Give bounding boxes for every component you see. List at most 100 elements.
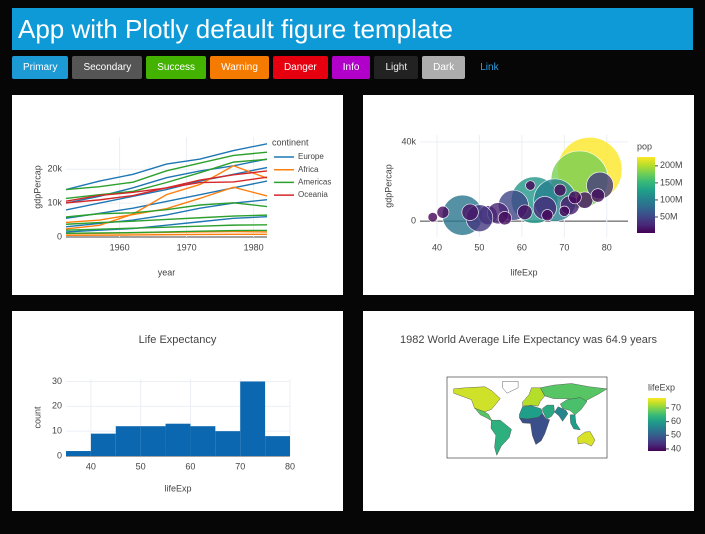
region — [577, 431, 596, 447]
bubble — [497, 211, 512, 226]
bubble — [517, 204, 533, 220]
bar — [66, 451, 91, 456]
link[interactable]: Link — [480, 62, 499, 73]
legend-label: Europe — [298, 152, 324, 161]
chart-panel: 0 10k 20k 1960 1970 1980 year gdpPercap Europe Af… — [12, 95, 343, 295]
button[interactable]: Success — [146, 56, 207, 79]
y-tick-label: 10 — [52, 426, 62, 436]
y-tick-label: 10k — [47, 197, 62, 207]
x-axis-title: lifeExp — [164, 483, 191, 493]
button[interactable]: Dark — [422, 56, 466, 79]
region — [519, 413, 550, 445]
button[interactable]: Info — [331, 56, 371, 79]
colorbar — [637, 157, 655, 233]
x-tick-label: 50 — [136, 461, 146, 471]
region — [554, 406, 569, 422]
x-tick-label: 80 — [285, 461, 295, 471]
line — [65, 158, 268, 200]
bar — [165, 423, 191, 456]
bar — [215, 431, 241, 456]
colorbar-tick-label: 200M — [660, 160, 683, 170]
y-axis-title: count — [32, 406, 42, 429]
bubble — [525, 180, 536, 191]
legend-label: Americas — [298, 178, 331, 187]
button[interactable]: Light — [374, 56, 419, 79]
chart-title: Life Expectancy — [139, 334, 217, 346]
colorbar-tick-label: 70 — [671, 402, 681, 412]
line — [65, 224, 268, 231]
legend-label: Africa — [298, 165, 319, 174]
y-axis-title: gdpPercap — [32, 165, 42, 209]
x-tick-label: 1970 — [177, 242, 197, 252]
chart-panel: Life Expectancy 0 10 20 30 40 50 60 70 80 lifeExp c… — [12, 311, 343, 511]
region — [542, 404, 555, 420]
bubble — [553, 183, 567, 197]
bar — [190, 426, 216, 456]
line — [65, 214, 268, 225]
bar — [90, 433, 116, 456]
legend-label: Oceania — [298, 190, 328, 199]
y-tick-label: 40k — [401, 136, 416, 146]
map-land — [502, 381, 519, 394]
chart-panel: 1982 World Average Life Expectancy was 6… — [363, 311, 694, 511]
bubble — [568, 190, 582, 205]
header-title: App with Plotly default figure template — [12, 8, 693, 50]
chart-panel: 0 40k 40 50 60 70 80 lifeExp gdpPercap pop 50M 100M… — [363, 95, 694, 295]
colorbar-title: lifeExp — [648, 382, 675, 392]
x-tick-label: 60 — [185, 461, 195, 471]
colorbar-title: pop — [637, 141, 652, 151]
button[interactable]: Warning — [210, 56, 269, 79]
bubble — [541, 209, 554, 222]
y-tick-label: 0 — [57, 450, 62, 460]
bubble — [590, 188, 605, 203]
x-axis-title: year — [158, 267, 176, 277]
button[interactable]: Secondary — [72, 56, 143, 79]
region — [560, 397, 588, 416]
line — [65, 229, 268, 234]
region — [453, 386, 501, 413]
button[interactable]: Primary — [12, 56, 69, 79]
bubble — [461, 203, 479, 221]
panel-background — [12, 311, 343, 511]
bar — [140, 426, 166, 456]
x-tick-label: 70 — [235, 461, 245, 471]
colorbar-tick-label: 100M — [660, 194, 683, 204]
x-tick-label: 1960 — [110, 242, 130, 252]
y-tick-label: 30 — [52, 376, 62, 386]
bar — [265, 436, 290, 456]
x-tick-label: 40 — [86, 461, 96, 471]
colorbar-tick-label: 150M — [660, 177, 683, 187]
bubble — [558, 205, 570, 217]
bubble — [436, 205, 450, 219]
x-tick-label: 40 — [432, 242, 442, 252]
line — [65, 143, 268, 191]
y-tick-label: 20 — [52, 401, 62, 411]
y-axis-title: gdpPercap — [383, 164, 393, 208]
colorbar-tick-label: 60 — [671, 416, 681, 426]
bar — [115, 426, 141, 456]
line — [65, 215, 268, 233]
bar — [240, 381, 266, 456]
line — [65, 233, 268, 237]
line — [65, 186, 268, 224]
line — [65, 202, 268, 218]
x-axis-title: lifeExp — [510, 267, 537, 277]
y-tick-label: 0 — [57, 231, 62, 241]
region — [540, 383, 608, 402]
button[interactable]: Danger — [272, 56, 328, 79]
x-tick-label: 80 — [602, 242, 612, 252]
region — [569, 414, 581, 431]
bubble — [427, 212, 438, 223]
region — [490, 419, 512, 456]
x-tick-label: 60 — [517, 242, 527, 252]
line — [65, 165, 268, 230]
colorbar-tick-label: 50M — [660, 211, 678, 221]
colorbar-tick-label: 40 — [671, 443, 681, 453]
chart-title: 1982 World Average Life Expectancy was 6… — [400, 334, 658, 346]
x-tick-label: 50 — [474, 242, 484, 252]
button-row: Primary Secondary Success Warning Danger… — [12, 56, 510, 79]
x-tick-label: 1980 — [244, 242, 264, 252]
line — [65, 151, 268, 191]
